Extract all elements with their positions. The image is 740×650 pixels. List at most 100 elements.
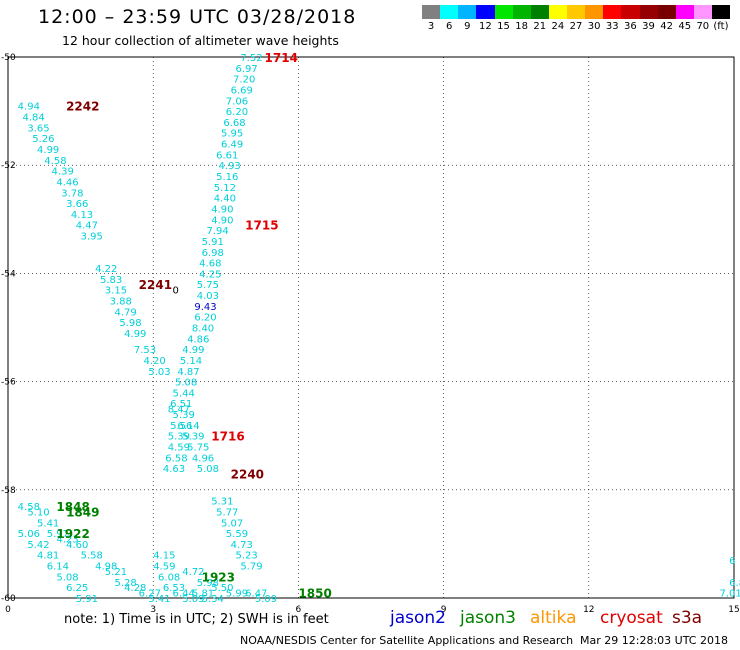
color-scale-label: (ft) [713,21,729,32]
color-scale-bar [422,5,731,19]
wave-height-label: 5.39 [182,432,204,443]
wave-height-label: 6.51 [170,399,192,410]
color-scale-label: 21 [533,21,547,32]
wave-height-label: 5.08 [56,572,78,583]
wave-height-label: 3.65 [27,123,49,134]
wave-height-label: 5.75 [187,443,209,454]
color-swatch [440,5,459,19]
wave-height-label: 5.12 [214,183,236,194]
x-tick-label: 3 [150,605,156,615]
wave-height-label: 5.09 [255,594,277,605]
wave-height-label: 5.09 [182,594,204,605]
wave-height-label: 4.22 [95,264,117,275]
wave-height-label: 4.93 [219,161,241,172]
pass-time-label: 1923 [202,570,235,584]
color-swatch [603,5,622,19]
wave-height-label: 4.86 [187,334,209,345]
wave-height-label: 5.16 [216,172,238,183]
wave-height-label: 6.98 [202,248,224,259]
x-tick-label: 15 [728,605,739,615]
pass-time-label: 1922 [56,527,89,541]
wave-height-label: 5.97 [47,529,69,540]
wave-height-label: 4.40 [214,194,236,205]
wave-height-label: 4.59 [168,443,190,454]
wave-height-label: 4.94 [18,102,40,113]
wave-height-label: 5.06 [18,529,40,540]
wave-height-label: 4.25 [199,269,221,280]
color-swatch [675,5,694,19]
y-tick-label: -60 [1,594,16,604]
color-scale-label: 45 [678,21,692,32]
wave-height-label: 5.99 [226,589,248,600]
wave-height-label: 6.14 [177,421,199,432]
wave-height-label: 4.58 [18,502,40,513]
wave-height-label: 8.40 [192,324,214,335]
color-swatch [712,5,731,19]
wave-height-label: 4.23 [56,534,78,545]
wave-height-label: 6.14 [47,562,69,573]
wave-height-label: 5.44 [173,388,195,399]
y-tick-label: -54 [1,269,16,279]
wave-height-label: 6.53 [163,583,185,594]
wave-height-label: 5.95 [221,129,243,140]
wave-height-label: 4.03 [197,291,219,302]
wave-height-label: 5.28 [114,578,136,589]
pass-time-label: 2242 [66,100,99,114]
color-scale-label: 39 [642,21,655,32]
wave-height-label: 5.07 [221,518,243,529]
wave-height-label: 6.20 [194,313,216,324]
pass-time-label: 1849 [66,505,99,519]
wave-height-label: 5.08 [175,378,197,389]
color-swatch [512,5,531,19]
wave-height-label: 5.98 [119,318,141,329]
wave-height-label: 5.26 [32,134,54,145]
wave-height-label: 6.08 [158,572,180,583]
pass-time-label: 1714 [265,51,298,65]
wave-height-label: 4.79 [114,307,136,318]
wave-height-label: 3.88 [110,296,132,307]
color-swatch [458,5,477,19]
color-scale-label: 18 [515,21,529,32]
wave-height-label: 6.20 [226,107,248,118]
color-swatch [422,5,441,19]
wave-height-label: 6.27 [139,589,161,600]
wave-height-label: 5.77 [216,507,238,518]
legend-jason3: jason3 [460,608,516,628]
credit-text: NOAA/NESDIS Center for Satellite Applica… [240,634,574,647]
wave-height-label: 5.50 [211,583,233,594]
wave-height-label: 4.63 [163,464,185,475]
wave-height-label: 4.72 [182,567,204,578]
wave-height-label: 3.66 [66,199,88,210]
wave-height-label: 5.58 [81,551,103,562]
wave-height-label: 6.68 [223,118,245,129]
x-tick-label: 9 [441,605,447,615]
wave-height-label: 5.59 [226,529,248,540]
wave-height-label: 4.99 [124,329,146,340]
legend-altika: altika [530,608,577,628]
wave-height-label: 5.41 [148,594,170,605]
wave-height-label: 6.25 [66,583,88,594]
color-scale-label: 9 [464,21,471,32]
color-scale-label: 70 [696,21,710,32]
wave-height-label: 5.39 [168,432,190,443]
wave-height-label: 4.73 [231,540,253,551]
wave-height-label: 4.47 [76,221,98,232]
color-swatch [621,5,640,19]
wave-height-label: 4.28 [124,583,146,594]
x-tick-label: 6 [296,605,302,615]
track-marker: 0 [173,286,179,297]
chart-title: 12:00 – 23:59 UTC 03/28/2018 [38,6,357,28]
wave-height-label: 6.44 [173,589,195,600]
wave-height-label: 5.23 [235,551,257,562]
wave-height-label: 5.34 [202,594,224,605]
wave-height-label: 6 [729,556,735,567]
pass-time-label: 2241 [139,278,172,292]
color-scale-label: 15 [497,21,510,32]
x-tick-label: 0 [5,605,11,615]
legend-s3a: s3a [672,608,703,628]
wave-height-label: 5.81 [192,589,214,600]
wave-height-label: 5.91 [202,237,224,248]
color-swatch [567,5,586,19]
plot-frame [7,56,735,599]
timestamp-text: Mar 29 12:28:03 UTC 2018 [580,634,728,647]
